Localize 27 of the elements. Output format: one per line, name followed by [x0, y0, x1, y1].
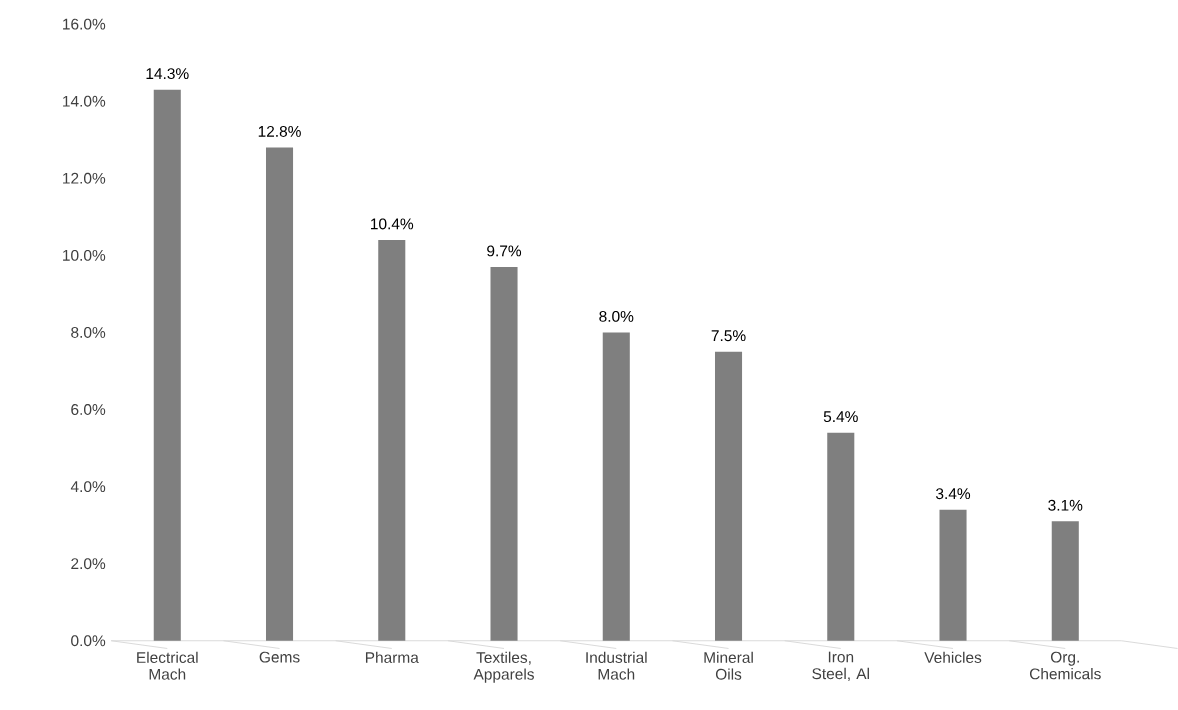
x-tick-label: Org. Chemicals — [1029, 651, 1101, 680]
x-tick-label: Textiles, Apparels — [473, 651, 534, 683]
data-label: 3.4% — [935, 488, 971, 499]
y-tick-label: 2.0% — [71, 558, 106, 569]
data-label: 5.4% — [823, 411, 858, 422]
x-tick-label: Gems — [259, 651, 300, 663]
x-tick-label: Pharma — [365, 651, 419, 663]
y-tick-label: 6.0% — [71, 403, 106, 415]
data-label: 10.4% — [371, 218, 414, 230]
data-label: 9.7% — [487, 245, 522, 257]
y-tick-label: 8.0% — [71, 326, 106, 338]
y-tick-label: 14.0% — [63, 95, 106, 107]
data-label: 8.0% — [599, 310, 634, 322]
x-tick-label: Industrial Mach — [586, 651, 647, 680]
x-tick-label: Electrical Mach — [137, 651, 198, 680]
x-tick-label: Vehicles — [924, 651, 982, 663]
x-tick-label: Mineral Oils — [704, 651, 753, 680]
x-tick-label: Iron Steel, Al — [812, 651, 869, 681]
data-label: 14.3% — [146, 68, 189, 79]
y-tick-label: 16.0% — [63, 18, 106, 30]
data-label: 3.1% — [1048, 499, 1083, 511]
y-tick-label: 12.0% — [63, 172, 106, 184]
data-label: 7.5% — [711, 330, 746, 341]
data-label: 12.8% — [258, 125, 301, 137]
y-tick-label: 10.0% — [63, 249, 106, 261]
y-tick-label: 4.0% — [70, 480, 106, 492]
y-tick-label: 0.0% — [71, 635, 106, 647]
